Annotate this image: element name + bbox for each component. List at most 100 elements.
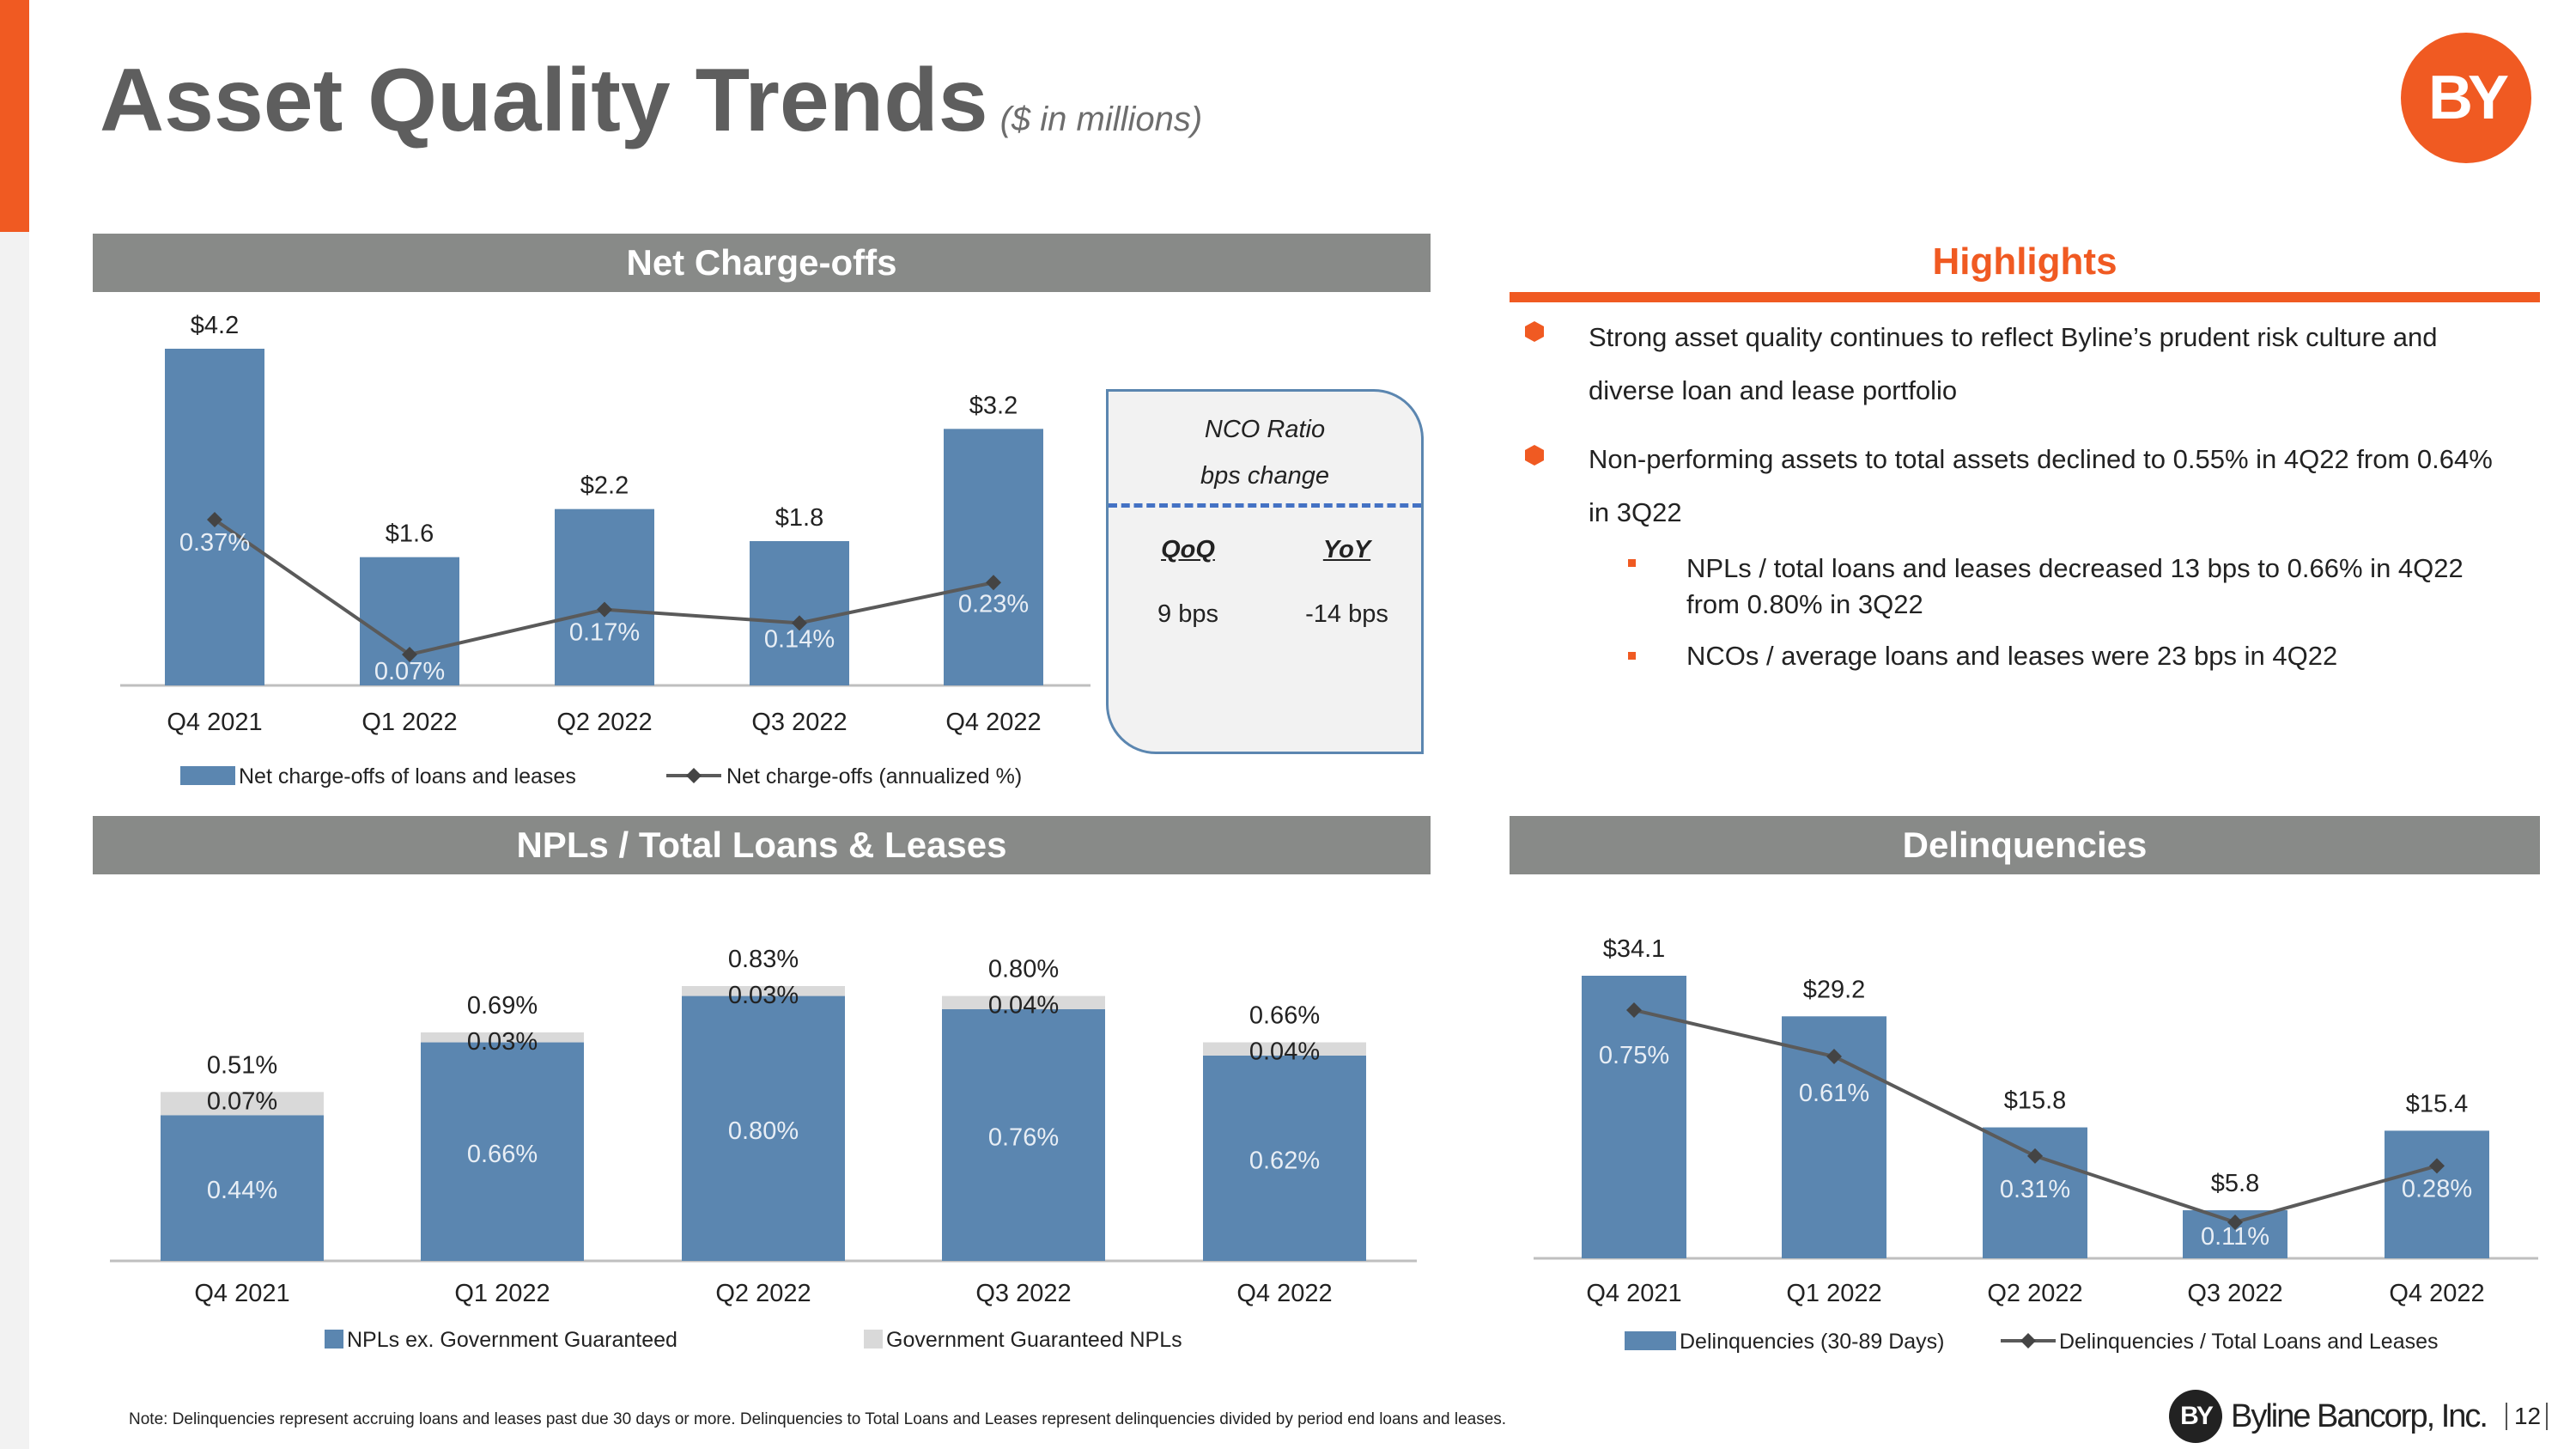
delinq-legend-line-label: Delinquencies / Total Loans and Leases [2059, 1330, 2439, 1354]
nco-legend-bar-label: Net charge-offs of loans and leases [239, 764, 576, 788]
npl-gov-label: 0.03% [467, 1028, 538, 1056]
npl-bar-label: 0.62% [1249, 1147, 1320, 1174]
nco-panel-header: Net Charge-offs [93, 234, 1431, 292]
delinq-ratio-marker [2027, 1148, 2043, 1164]
hexagon-bullet-icon [1525, 321, 1544, 342]
highlights-title: Highlights [1932, 240, 2117, 283]
divider [1109, 503, 1421, 508]
npl-gov-label: 0.03% [728, 982, 799, 1009]
nco-bar-value-label: $2.2 [580, 472, 629, 500]
qoq-value: 9 bps [1157, 600, 1218, 628]
page-number: 12 [2505, 1403, 2549, 1430]
delinq-category-label: Q3 2022 [2187, 1280, 2282, 1307]
nco-ratio-label: 0.23% [958, 590, 1029, 618]
nco-category-label: Q1 2022 [361, 709, 457, 736]
nco-ratio-label: 0.14% [764, 625, 835, 653]
delinq-bar-value-label: $34.1 [1603, 935, 1666, 963]
nco-ratio-marker [986, 575, 1001, 591]
highlight-sub-bullet-2: NCOs / average loans and leases were 23 … [1686, 641, 2338, 671]
npl-category-label: Q3 2022 [975, 1280, 1071, 1307]
delinq-bar-value-label: $29.2 [1803, 976, 1866, 1003]
nco-ratio-subtitle: bps change [1200, 462, 1329, 490]
nco-ratio-label: 0.17% [569, 619, 640, 647]
npl-category-label: Q1 2022 [454, 1280, 550, 1307]
delinq-category-label: Q1 2022 [1786, 1280, 1881, 1307]
nco-bar [750, 541, 849, 685]
nco-ratio-marker [792, 615, 807, 631]
delinq-ratio-label: 0.31% [2000, 1176, 2070, 1203]
nco-bar [944, 429, 1043, 685]
yoy-header: YoY [1322, 536, 1371, 563]
delinq-ratio-label: 0.61% [1799, 1080, 1869, 1107]
highlight-sub-bullet-1: NPLs / total loans and leases decreased … [1686, 553, 2464, 619]
npl-bar [421, 1042, 584, 1261]
highlights-underline [1510, 292, 2540, 302]
npl-bar-label: 0.66% [467, 1141, 538, 1168]
npl-gov-bar [942, 995, 1105, 1009]
delinq-legend-bar-label: Delinquencies (30-89 Days) [1680, 1330, 1944, 1354]
page-subtitle: ($ in millions) [999, 100, 1203, 138]
nco-category-label: Q3 2022 [751, 709, 847, 736]
delinq-bar-value-label: $15.4 [2406, 1090, 2469, 1117]
npl-gov-label: 0.07% [207, 1087, 277, 1115]
npl-gov-bar [1203, 1042, 1366, 1056]
delinq-ratio-label: 0.11% [2201, 1223, 2269, 1251]
nco-ratio-marker [597, 601, 612, 618]
nco-category-label: Q4 2021 [167, 709, 262, 736]
yoy-value: -14 bps [1305, 600, 1388, 628]
nco-legend-bar-swatch [180, 766, 235, 785]
npl-gov-bar [682, 986, 845, 996]
npl-panel-header: NPLs / Total Loans & Leases [93, 816, 1431, 874]
npl-gov-legend-label: Government Guaranteed NPLs [886, 1328, 1182, 1352]
delinquency-panel-header: Delinquencies [1510, 816, 2540, 874]
byline-mark-icon: BY [2169, 1390, 2222, 1443]
nco-ratio-marker [402, 647, 417, 662]
byline-logo: BY [2401, 33, 2531, 163]
delinq-bar [2385, 1130, 2489, 1258]
npl-bar [1203, 1055, 1366, 1261]
accent-bar [0, 0, 29, 232]
yoy-column: YoY -14 bps [1267, 536, 1426, 629]
delinq-legend-bar-swatch [1625, 1331, 1676, 1350]
npl-legend-swatch [325, 1330, 343, 1349]
delinq-legend-marker [2020, 1333, 2036, 1349]
delinq-bar [1582, 976, 1686, 1258]
npl-gov-legend-swatch [864, 1330, 883, 1349]
npl-legend-label: NPLs ex. Government Guaranteed [347, 1328, 677, 1352]
npl-category-label: Q2 2022 [715, 1280, 811, 1307]
delinq-ratio-label: 0.75% [1599, 1042, 1669, 1069]
npl-bar [161, 1115, 324, 1261]
npl-total-label: 0.83% [728, 946, 799, 973]
nco-bar-value-label: $3.2 [969, 392, 1018, 419]
nco-bar [555, 508, 654, 685]
npl-bar-label: 0.76% [988, 1123, 1059, 1151]
npl-total-label: 0.69% [467, 992, 538, 1020]
delinq-bar-value-label: $5.8 [2211, 1170, 2259, 1197]
nco-bar-value-label: $4.2 [191, 312, 239, 339]
nco-legend-marker [686, 768, 702, 783]
delinq-ratio-marker [2227, 1215, 2243, 1230]
qoq-column: QoQ 9 bps [1109, 536, 1267, 629]
delinq-category-label: Q4 2021 [1586, 1280, 1681, 1307]
side-bar [0, 232, 29, 1449]
nco-category-label: Q4 2022 [945, 709, 1041, 736]
npl-gov-label: 0.04% [988, 992, 1059, 1020]
npl-category-label: Q4 2021 [194, 1280, 289, 1307]
npl-gov-bar [161, 1092, 324, 1116]
delinq-category-label: Q2 2022 [1987, 1280, 2082, 1307]
delinq-bar-value-label: $15.8 [2004, 1087, 2067, 1115]
delinq-ratio-label: 0.28% [2402, 1175, 2472, 1202]
nco-ratio-label: 0.37% [179, 529, 250, 557]
page-title: Asset Quality Trends ($ in millions) [100, 51, 1203, 150]
npl-gov-label: 0.04% [1249, 1038, 1320, 1066]
npl-total-label: 0.51% [207, 1051, 277, 1079]
highlight-bullet-1: Strong asset quality continues to reflec… [1589, 322, 2438, 405]
nco-category-label: Q2 2022 [556, 709, 652, 736]
delinq-ratio-marker [1626, 1002, 1642, 1018]
footer-logo: BY Byline Bancorp, Inc. 12 [2169, 1390, 2549, 1443]
nco-ratio-box: NCO Ratio bps change QoQ 9 bps YoY -14 b… [1106, 389, 1424, 754]
nco-ratio-marker [207, 512, 222, 527]
nco-bar [360, 557, 459, 685]
delinq-category-label: Q4 2022 [2389, 1280, 2484, 1307]
